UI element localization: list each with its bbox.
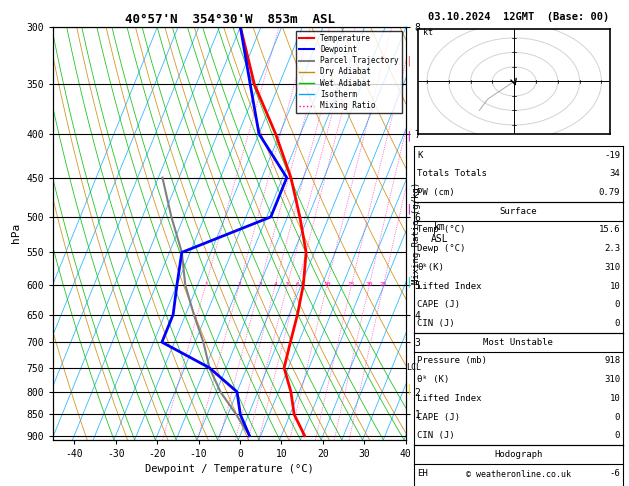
Text: Surface: Surface: [499, 207, 537, 216]
Text: θᵏ (K): θᵏ (K): [417, 375, 449, 384]
Text: 918: 918: [604, 356, 620, 365]
Text: 0: 0: [615, 413, 620, 422]
Text: K: K: [417, 151, 423, 160]
Text: 1: 1: [204, 282, 208, 287]
Text: 4: 4: [274, 282, 277, 287]
Text: 310: 310: [604, 375, 620, 384]
Text: 0: 0: [615, 300, 620, 310]
Text: 34: 34: [610, 169, 620, 178]
Text: 2: 2: [237, 282, 241, 287]
Text: Pressure (mb): Pressure (mb): [417, 356, 487, 365]
Y-axis label: hPa: hPa: [11, 223, 21, 243]
Text: 0: 0: [615, 431, 620, 440]
Text: |: |: [406, 204, 412, 214]
Text: 10: 10: [323, 282, 331, 287]
Text: θᵏ(K): θᵏ(K): [417, 263, 444, 272]
Text: Lifted Index: Lifted Index: [417, 394, 482, 403]
Text: 310: 310: [604, 263, 620, 272]
Text: PW (cm): PW (cm): [417, 188, 455, 197]
Text: 0: 0: [615, 319, 620, 328]
Text: 6: 6: [296, 282, 299, 287]
Text: 10: 10: [610, 281, 620, 291]
Text: Most Unstable: Most Unstable: [483, 338, 554, 347]
Text: 10: 10: [610, 394, 620, 403]
Text: |: |: [406, 383, 412, 394]
Text: -19: -19: [604, 151, 620, 160]
Text: 25: 25: [380, 282, 387, 287]
Text: CIN (J): CIN (J): [417, 319, 455, 328]
Text: Totals Totals: Totals Totals: [417, 169, 487, 178]
X-axis label: Dewpoint / Temperature (°C): Dewpoint / Temperature (°C): [145, 465, 314, 474]
Text: 5: 5: [286, 282, 289, 287]
Text: CAPE (J): CAPE (J): [417, 413, 460, 422]
Text: 15: 15: [348, 282, 355, 287]
Text: kt: kt: [423, 28, 433, 37]
Legend: Temperature, Dewpoint, Parcel Trajectory, Dry Adiabat, Wet Adiabat, Isotherm, Mi: Temperature, Dewpoint, Parcel Trajectory…: [296, 31, 402, 113]
Text: Mixing Ratio (g/kg): Mixing Ratio (g/kg): [412, 182, 421, 284]
Y-axis label: km
ASL: km ASL: [431, 223, 449, 244]
Text: 0.79: 0.79: [599, 188, 620, 197]
Text: 3: 3: [258, 282, 262, 287]
Text: Hodograph: Hodograph: [494, 450, 542, 459]
Text: LCL: LCL: [406, 364, 421, 372]
Title: 40°57'N  354°30'W  853m  ASL: 40°57'N 354°30'W 853m ASL: [125, 13, 335, 26]
Text: Dewp (°C): Dewp (°C): [417, 244, 465, 253]
Text: -6: -6: [610, 469, 620, 478]
Text: 20: 20: [365, 282, 373, 287]
Text: © weatheronline.co.uk: © weatheronline.co.uk: [466, 469, 571, 479]
Text: 2.3: 2.3: [604, 244, 620, 253]
Text: CAPE (J): CAPE (J): [417, 300, 460, 310]
Text: CIN (J): CIN (J): [417, 431, 455, 440]
Text: |: |: [406, 55, 412, 66]
Text: 03.10.2024  12GMT  (Base: 00): 03.10.2024 12GMT (Base: 00): [428, 12, 610, 22]
Text: Temp (°C): Temp (°C): [417, 226, 465, 235]
Text: Lifted Index: Lifted Index: [417, 281, 482, 291]
Text: 15.6: 15.6: [599, 226, 620, 235]
Text: |: |: [406, 131, 412, 141]
Text: |: |: [406, 277, 412, 287]
Text: EH: EH: [417, 469, 428, 478]
